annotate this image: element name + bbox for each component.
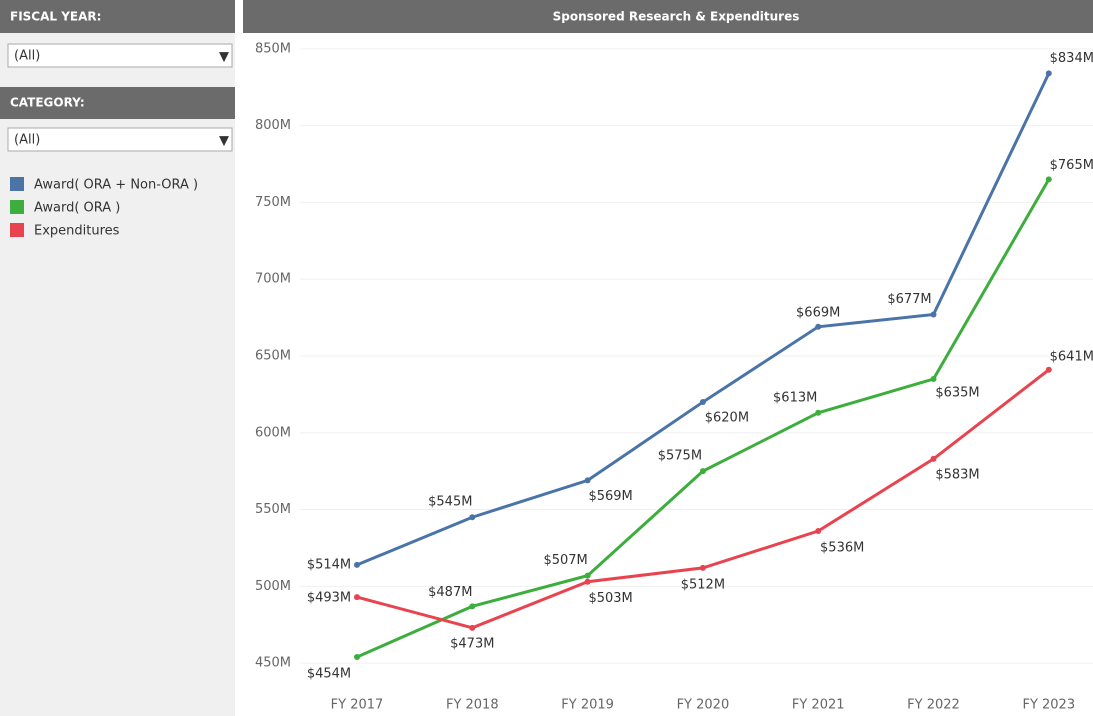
data-point xyxy=(815,323,822,330)
data-point xyxy=(1045,366,1052,373)
y-tick-label: 800M xyxy=(255,118,291,133)
y-tick-label: 700M xyxy=(255,272,291,287)
data-point xyxy=(469,514,476,521)
data-point xyxy=(1045,176,1052,183)
chart-title: Sponsored Research & Expenditures xyxy=(553,10,800,24)
x-tick-label: FY 2020 xyxy=(677,698,730,713)
data-point xyxy=(584,578,591,585)
data-label: $669M xyxy=(796,305,840,320)
data-label: $677M xyxy=(887,292,931,307)
y-tick-label: 550M xyxy=(255,502,291,517)
data-label: $575M xyxy=(658,449,702,464)
x-tick-label: FY 2021 xyxy=(792,698,845,713)
data-point xyxy=(1045,70,1052,77)
y-tick-label: 650M xyxy=(255,348,291,363)
data-point xyxy=(469,624,476,631)
chart-header xyxy=(243,0,1093,33)
data-label: $507M xyxy=(543,553,587,568)
filter-header xyxy=(0,87,235,119)
data-point xyxy=(584,477,591,484)
y-tick-label: 450M xyxy=(255,656,291,671)
data-label: $503M xyxy=(588,591,632,606)
data-label: $583M xyxy=(935,467,979,482)
x-tick-label: FY 2017 xyxy=(331,698,384,713)
data-label: $454M xyxy=(307,666,351,681)
data-label: $487M xyxy=(428,585,472,600)
data-label: $569M xyxy=(588,489,632,504)
dropdown-value[interactable]: (All) xyxy=(14,49,40,64)
data-label: $512M xyxy=(681,577,725,592)
filter-label: CATEGORY: xyxy=(10,96,85,110)
x-tick-label: FY 2022 xyxy=(907,698,960,713)
data-point xyxy=(354,653,360,660)
x-tick-label: FY 2019 xyxy=(561,698,614,713)
data-label: $613M xyxy=(773,390,817,405)
data-point xyxy=(930,311,937,318)
dropdown[interactable] xyxy=(7,43,233,68)
legend-label: Expenditures xyxy=(34,224,120,239)
data-point xyxy=(815,528,822,535)
legend-swatch xyxy=(10,223,24,237)
filter-header xyxy=(0,0,235,33)
filter-label: FISCAL YEAR: xyxy=(10,10,101,24)
data-point xyxy=(930,455,937,462)
data-point xyxy=(699,468,706,475)
data-point xyxy=(354,561,360,568)
data-label: $641M xyxy=(1050,349,1093,364)
data-label: $834M xyxy=(1050,51,1093,66)
y-tick-label: 750M xyxy=(255,195,291,210)
dropdown[interactable] xyxy=(7,127,233,152)
data-label: $635M xyxy=(935,386,979,401)
data-point xyxy=(354,594,360,601)
x-tick-label: FY 2018 xyxy=(446,698,499,713)
data-point xyxy=(815,409,822,416)
dropdown-value[interactable]: (All) xyxy=(14,133,40,148)
data-label: $473M xyxy=(450,636,494,651)
y-tick-label: 850M xyxy=(255,41,291,56)
data-label: $620M xyxy=(705,411,749,426)
x-tick-label: FY 2023 xyxy=(1022,698,1075,713)
data-label: $514M xyxy=(307,557,351,572)
series-line xyxy=(356,72,1051,567)
data-label: $536M xyxy=(820,541,864,556)
data-point xyxy=(584,572,591,579)
sidebar xyxy=(0,0,235,716)
legend-label: Award( ORA + Non-ORA ) xyxy=(34,178,198,193)
legend-swatch xyxy=(10,177,24,191)
legend-swatch xyxy=(10,200,24,214)
y-tick-label: 600M xyxy=(255,425,291,440)
y-tick-label: 500M xyxy=(255,579,291,594)
data-label: $545M xyxy=(428,495,472,510)
data-label: $765M xyxy=(1050,158,1093,173)
data-point xyxy=(930,376,937,383)
legend-label: Award( ORA ) xyxy=(34,201,120,216)
data-point xyxy=(699,564,706,571)
dropdown-arrow[interactable]: ▼ xyxy=(219,50,229,65)
data-point xyxy=(699,399,706,406)
data-point xyxy=(469,603,476,610)
dropdown-arrow[interactable]: ▼ xyxy=(219,134,229,149)
data-label: $493M xyxy=(307,591,351,606)
